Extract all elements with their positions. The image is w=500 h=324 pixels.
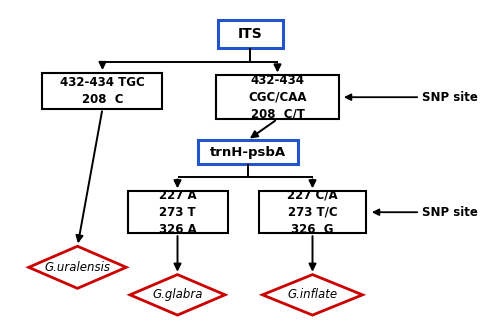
Text: 432-434
CGC/CAA
208  C/T: 432-434 CGC/CAA 208 C/T: [248, 74, 307, 121]
Text: G.inflate: G.inflate: [288, 288, 338, 301]
FancyBboxPatch shape: [128, 191, 228, 233]
Text: ITS: ITS: [238, 27, 262, 41]
Text: 227 A
273 T
326 A: 227 A 273 T 326 A: [158, 189, 196, 236]
FancyBboxPatch shape: [259, 191, 366, 233]
Text: 432-434 TGC
208  C: 432-434 TGC 208 C: [60, 76, 145, 106]
Text: G.glabra: G.glabra: [152, 288, 203, 301]
Text: SNP site: SNP site: [422, 91, 478, 104]
Polygon shape: [28, 246, 126, 288]
Polygon shape: [262, 275, 362, 315]
FancyBboxPatch shape: [42, 73, 162, 109]
FancyBboxPatch shape: [216, 75, 339, 119]
Text: SNP site: SNP site: [422, 206, 478, 219]
Text: trnH-psbA: trnH-psbA: [210, 146, 286, 159]
FancyBboxPatch shape: [218, 20, 282, 48]
Text: G.uralensis: G.uralensis: [44, 261, 110, 274]
FancyBboxPatch shape: [198, 140, 298, 164]
Text: 227 C/A
273 T/C
326  G: 227 C/A 273 T/C 326 G: [287, 189, 338, 236]
Polygon shape: [130, 275, 225, 315]
